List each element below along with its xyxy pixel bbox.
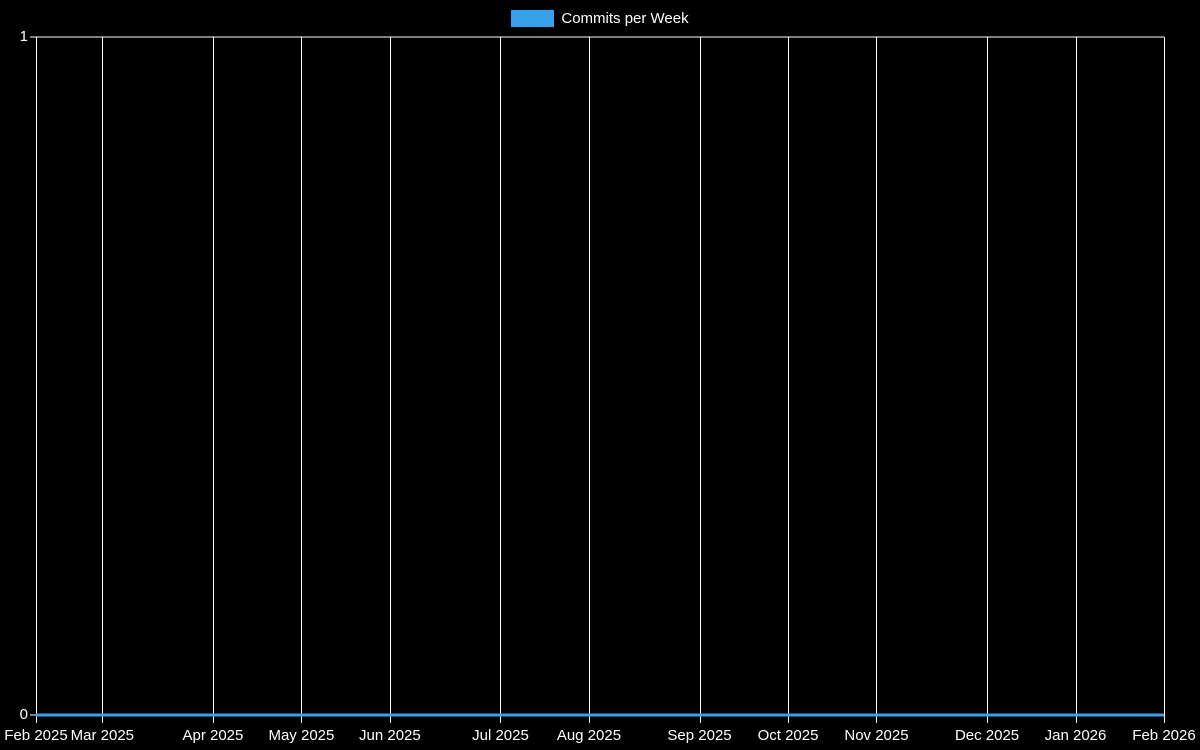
x-tick-label: Jul 2025 bbox=[472, 727, 529, 744]
y-tick-label: 1 bbox=[19, 28, 28, 45]
x-tick-label: May 2025 bbox=[268, 727, 335, 744]
y-tick-label: 0 bbox=[19, 706, 28, 723]
x-tick-label: Aug 2025 bbox=[556, 727, 622, 744]
x-tick-label: Feb 2025 bbox=[4, 727, 68, 744]
x-tick-label: Feb 2026 bbox=[1132, 727, 1196, 744]
x-tick-label: Dec 2025 bbox=[954, 727, 1020, 744]
x-tick-label: Apr 2025 bbox=[182, 727, 244, 744]
x-tick-label: Mar 2025 bbox=[70, 727, 135, 744]
x-tick-label: Nov 2025 bbox=[844, 727, 909, 744]
x-tick-label: Oct 2025 bbox=[757, 727, 819, 744]
x-tick-label: Jun 2025 bbox=[359, 727, 421, 744]
legend-swatch-icon bbox=[511, 9, 555, 27]
x-tick-label: Sep 2025 bbox=[667, 727, 732, 744]
x-tick-label: Jan 2026 bbox=[1044, 727, 1107, 744]
legend-item-commits-per-week[interactable]: Commits per Week bbox=[0, 0, 1200, 36]
legend-label: Commits per Week bbox=[561, 9, 689, 27]
